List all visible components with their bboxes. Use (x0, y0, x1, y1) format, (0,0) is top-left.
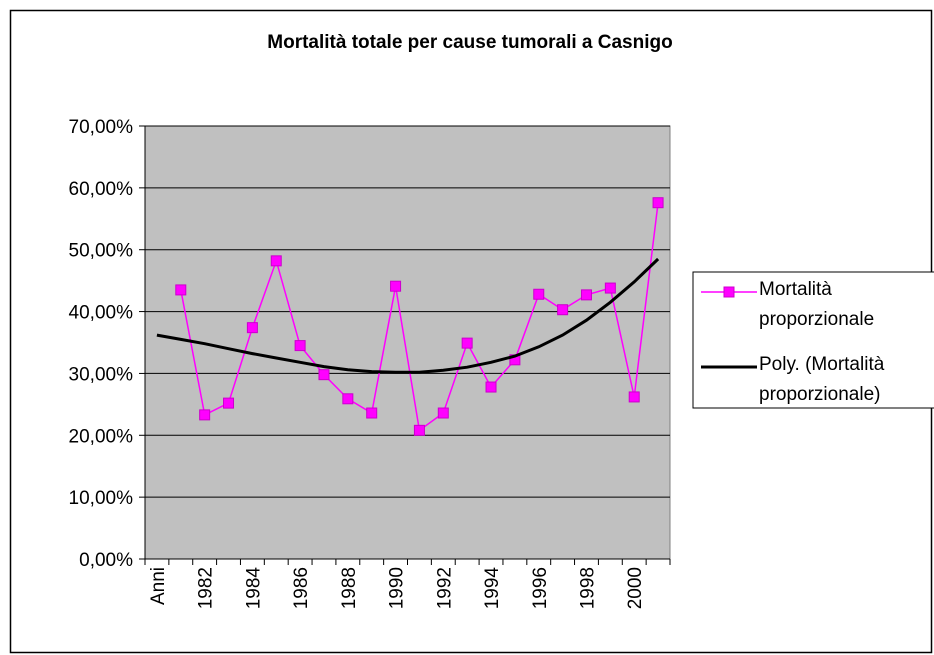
x-tick-label: 2000 (625, 567, 646, 609)
x-tick-label: 1982 (196, 567, 217, 609)
data-point (580, 289, 592, 301)
legend-label: Poly. (Mortalità proporzionale) (759, 354, 885, 405)
plot-area (144, 125, 671, 560)
x-tick-label: 1990 (387, 567, 408, 609)
x-tick-label: 1986 (291, 567, 312, 609)
x-tick-label: 1984 (243, 567, 264, 610)
x-tick-label: 1988 (339, 567, 360, 609)
data-point (652, 197, 664, 209)
data-point (318, 369, 330, 381)
y-tick-label: 10,00% (69, 488, 134, 509)
data-point (461, 337, 473, 349)
data-point (294, 340, 306, 352)
data-point (413, 424, 425, 436)
y-tick-label: 70,00% (69, 117, 134, 138)
data-point (175, 284, 187, 296)
legend-marker (723, 286, 735, 298)
y-tick-label: 50,00% (69, 241, 134, 262)
x-tick-label: 1996 (530, 567, 551, 609)
data-point (628, 391, 640, 403)
x-tick-label: 1998 (577, 567, 598, 609)
legend-label: Mortalità proporzionale (759, 279, 875, 330)
y-tick-label: 60,00% (69, 179, 134, 200)
x-tick-label: 1992 (434, 567, 455, 609)
data-point (437, 407, 449, 419)
data-point (485, 381, 497, 393)
chart-title: Mortalità totale per cause tumorali a Ca… (267, 32, 672, 53)
data-point (199, 409, 211, 421)
x-tick-label: 1994 (482, 567, 503, 610)
data-point (246, 322, 258, 334)
data-point (557, 304, 569, 316)
y-tick-label: 40,00% (69, 303, 134, 324)
series-line (156, 257, 660, 374)
data-point (342, 393, 354, 405)
data-point (390, 280, 402, 292)
y-tick-label: 30,00% (69, 364, 134, 385)
data-point (366, 407, 378, 419)
x-tick-label: Anni (148, 567, 169, 605)
y-tick-label: 0,00% (79, 550, 133, 571)
data-point (604, 282, 616, 294)
y-tick-label: 20,00% (69, 426, 134, 447)
data-point (533, 288, 545, 300)
data-point (223, 397, 235, 409)
data-point (270, 255, 282, 267)
